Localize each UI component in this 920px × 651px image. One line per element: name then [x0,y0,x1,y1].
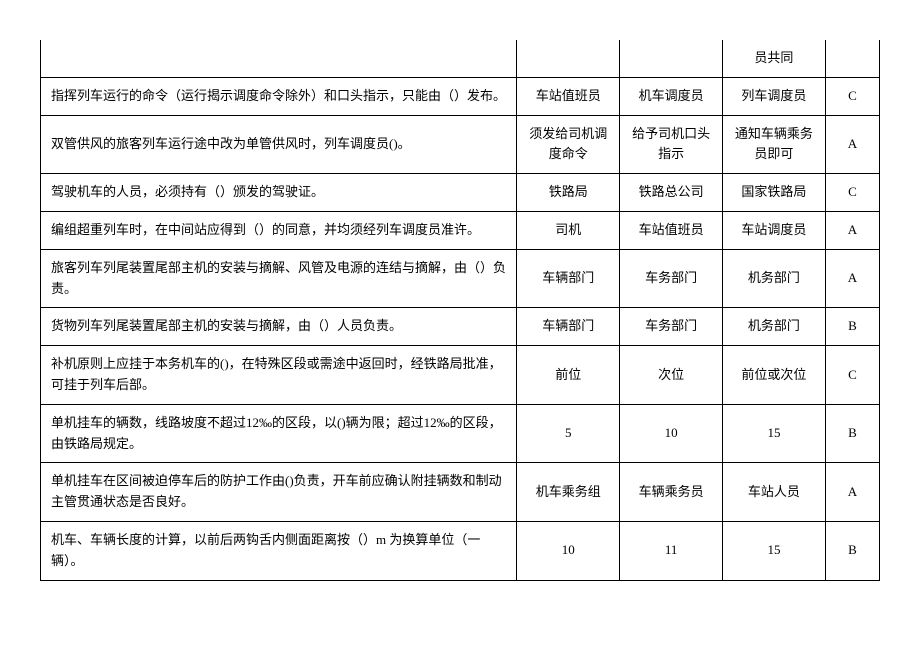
table-row: 双管供风的旅客列车运行途中改为单管供风时，列车调度员()。须发给司机调度命令给予… [41,115,880,174]
question-cell: 货物列车列尾装置尾部主机的安装与摘解，由（）人员负责。 [41,308,517,346]
table-row: 旅客列车列尾装置尾部主机的安装与摘解、风管及电源的连结与摘解，由（）负责。车辆部… [41,249,880,308]
option-a-cell: 车辆部门 [517,308,620,346]
option-c-cell: 机务部门 [723,308,826,346]
option-a-cell: 车站值班员 [517,77,620,115]
option-a-cell: 铁路局 [517,174,620,212]
option-c-cell: 机务部门 [723,249,826,308]
table-row: 编组超重列车时，在中间站应得到（）的同意，并均须经列车调度员准许。司机车站值班员… [41,211,880,249]
answer-cell: B [825,308,879,346]
answer-cell: C [825,77,879,115]
table-row: 单机挂车的辆数，线路坡度不超过12‰的区段，以()辆为限；超过12‰的区段，由铁… [41,404,880,463]
option-a-cell [517,40,620,77]
option-a-cell: 10 [517,521,620,580]
answer-cell: C [825,346,879,405]
question-cell: 驾驶机车的人员，必须持有（）颁发的驾驶证。 [41,174,517,212]
question-cell [41,40,517,77]
answer-cell: A [825,115,879,174]
question-cell: 单机挂车在区间被迫停车后的防护工作由()负责，开车前应确认附挂辆数和制动主管贯通… [41,463,517,522]
option-a-cell: 5 [517,404,620,463]
answer-cell [825,40,879,77]
answer-cell: C [825,174,879,212]
exam-table-container: 员共同指挥列车运行的命令（运行揭示调度命令除外）和口头指示，只能由（）发布。车站… [40,40,880,581]
option-c-cell: 前位或次位 [723,346,826,405]
answer-cell: B [825,404,879,463]
answer-cell: A [825,211,879,249]
option-b-cell: 次位 [620,346,723,405]
option-b-cell [620,40,723,77]
table-row: 机车、车辆长度的计算，以前后两钩舌内侧面距离按（）m 为换算单位（一辆）。101… [41,521,880,580]
answer-cell: B [825,521,879,580]
option-c-cell: 15 [723,521,826,580]
option-b-cell: 给予司机口头指示 [620,115,723,174]
table-row: 员共同 [41,40,880,77]
answer-cell: A [825,249,879,308]
question-cell: 旅客列车列尾装置尾部主机的安装与摘解、风管及电源的连结与摘解，由（）负责。 [41,249,517,308]
option-c-cell: 员共同 [723,40,826,77]
question-cell: 补机原则上应挂于本务机车的()，在特殊区段或需途中返回时，经铁路局批准，可挂于列… [41,346,517,405]
option-b-cell: 机车调度员 [620,77,723,115]
option-c-cell: 车站调度员 [723,211,826,249]
option-c-cell: 列车调度员 [723,77,826,115]
question-cell: 指挥列车运行的命令（运行揭示调度命令除外）和口头指示，只能由（）发布。 [41,77,517,115]
option-a-cell: 前位 [517,346,620,405]
table-row: 指挥列车运行的命令（运行揭示调度命令除外）和口头指示，只能由（）发布。车站值班员… [41,77,880,115]
table-row: 驾驶机车的人员，必须持有（）颁发的驾驶证。铁路局铁路总公司国家铁路局C [41,174,880,212]
option-b-cell: 车辆乘务员 [620,463,723,522]
option-c-cell: 通知车辆乘务员即可 [723,115,826,174]
option-c-cell: 15 [723,404,826,463]
option-b-cell: 车务部门 [620,308,723,346]
question-cell: 机车、车辆长度的计算，以前后两钩舌内侧面距离按（）m 为换算单位（一辆）。 [41,521,517,580]
table-row: 单机挂车在区间被迫停车后的防护工作由()负责，开车前应确认附挂辆数和制动主管贯通… [41,463,880,522]
exam-table: 员共同指挥列车运行的命令（运行揭示调度命令除外）和口头指示，只能由（）发布。车站… [40,40,880,581]
option-c-cell: 国家铁路局 [723,174,826,212]
answer-cell: A [825,463,879,522]
question-cell: 双管供风的旅客列车运行途中改为单管供风时，列车调度员()。 [41,115,517,174]
option-c-cell: 车站人员 [723,463,826,522]
option-a-cell: 机车乘务组 [517,463,620,522]
option-a-cell: 司机 [517,211,620,249]
option-a-cell: 车辆部门 [517,249,620,308]
option-b-cell: 铁路总公司 [620,174,723,212]
option-b-cell: 车务部门 [620,249,723,308]
option-b-cell: 车站值班员 [620,211,723,249]
table-row: 货物列车列尾装置尾部主机的安装与摘解，由（）人员负责。车辆部门车务部门机务部门B [41,308,880,346]
question-cell: 编组超重列车时，在中间站应得到（）的同意，并均须经列车调度员准许。 [41,211,517,249]
table-row: 补机原则上应挂于本务机车的()，在特殊区段或需途中返回时，经铁路局批准，可挂于列… [41,346,880,405]
question-cell: 单机挂车的辆数，线路坡度不超过12‰的区段，以()辆为限；超过12‰的区段，由铁… [41,404,517,463]
option-b-cell: 10 [620,404,723,463]
option-a-cell: 须发给司机调度命令 [517,115,620,174]
option-b-cell: 11 [620,521,723,580]
